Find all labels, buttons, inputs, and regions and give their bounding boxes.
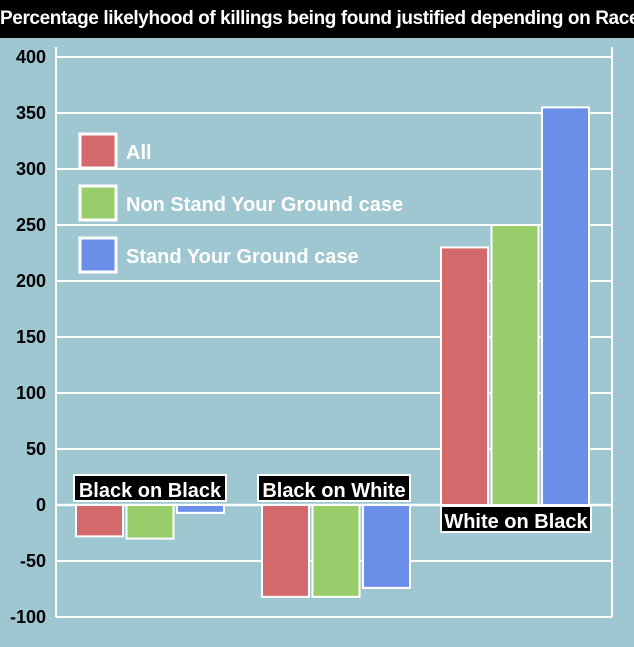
bar <box>176 504 225 514</box>
y-tick-label: 350 <box>16 103 46 123</box>
y-axis-ticks: 400 350 300 250 200 150 100 50 0 -50 -100 <box>10 47 46 627</box>
legend: All Non Stand Your Ground case Stand Your … <box>78 132 403 274</box>
bar <box>490 224 540 506</box>
legend-label: Non Stand Your Ground case <box>126 194 403 216</box>
bars <box>75 106 590 598</box>
y-tick-label: 250 <box>16 215 46 235</box>
y-tick-label: 0 <box>36 495 46 515</box>
legend-swatch <box>78 184 118 222</box>
legend-swatch <box>78 132 118 170</box>
y-tick-label: 300 <box>16 159 46 179</box>
bar <box>75 504 124 538</box>
chart-title: Percentage likelyhood of killings being … <box>0 0 634 38</box>
bar <box>541 106 590 507</box>
legend-label: All <box>126 142 152 164</box>
bar <box>440 246 489 506</box>
category-label-box <box>257 474 411 502</box>
y-tick-label: 50 <box>26 439 46 459</box>
category-label: Black on Black <box>79 480 222 502</box>
y-tick-label: 200 <box>16 271 46 291</box>
bar <box>311 504 361 598</box>
y-tick-label: -50 <box>20 551 46 571</box>
y-tick-label: 400 <box>16 47 46 67</box>
legend-swatch <box>78 236 118 274</box>
bar <box>362 504 411 589</box>
bar <box>125 504 175 540</box>
y-tick-label: -100 <box>10 607 46 627</box>
y-tick-label: 150 <box>16 327 46 347</box>
category-labels: Black on Black Black on White White on Bla… <box>73 474 592 533</box>
legend-label: Stand Your Ground case <box>126 246 359 268</box>
y-tick-label: 100 <box>16 383 46 403</box>
category-label: Black on White <box>262 480 405 502</box>
category-label-box <box>440 505 592 533</box>
category-label: White on Black <box>444 511 588 533</box>
category-label-box <box>73 474 227 502</box>
bar <box>261 504 310 598</box>
